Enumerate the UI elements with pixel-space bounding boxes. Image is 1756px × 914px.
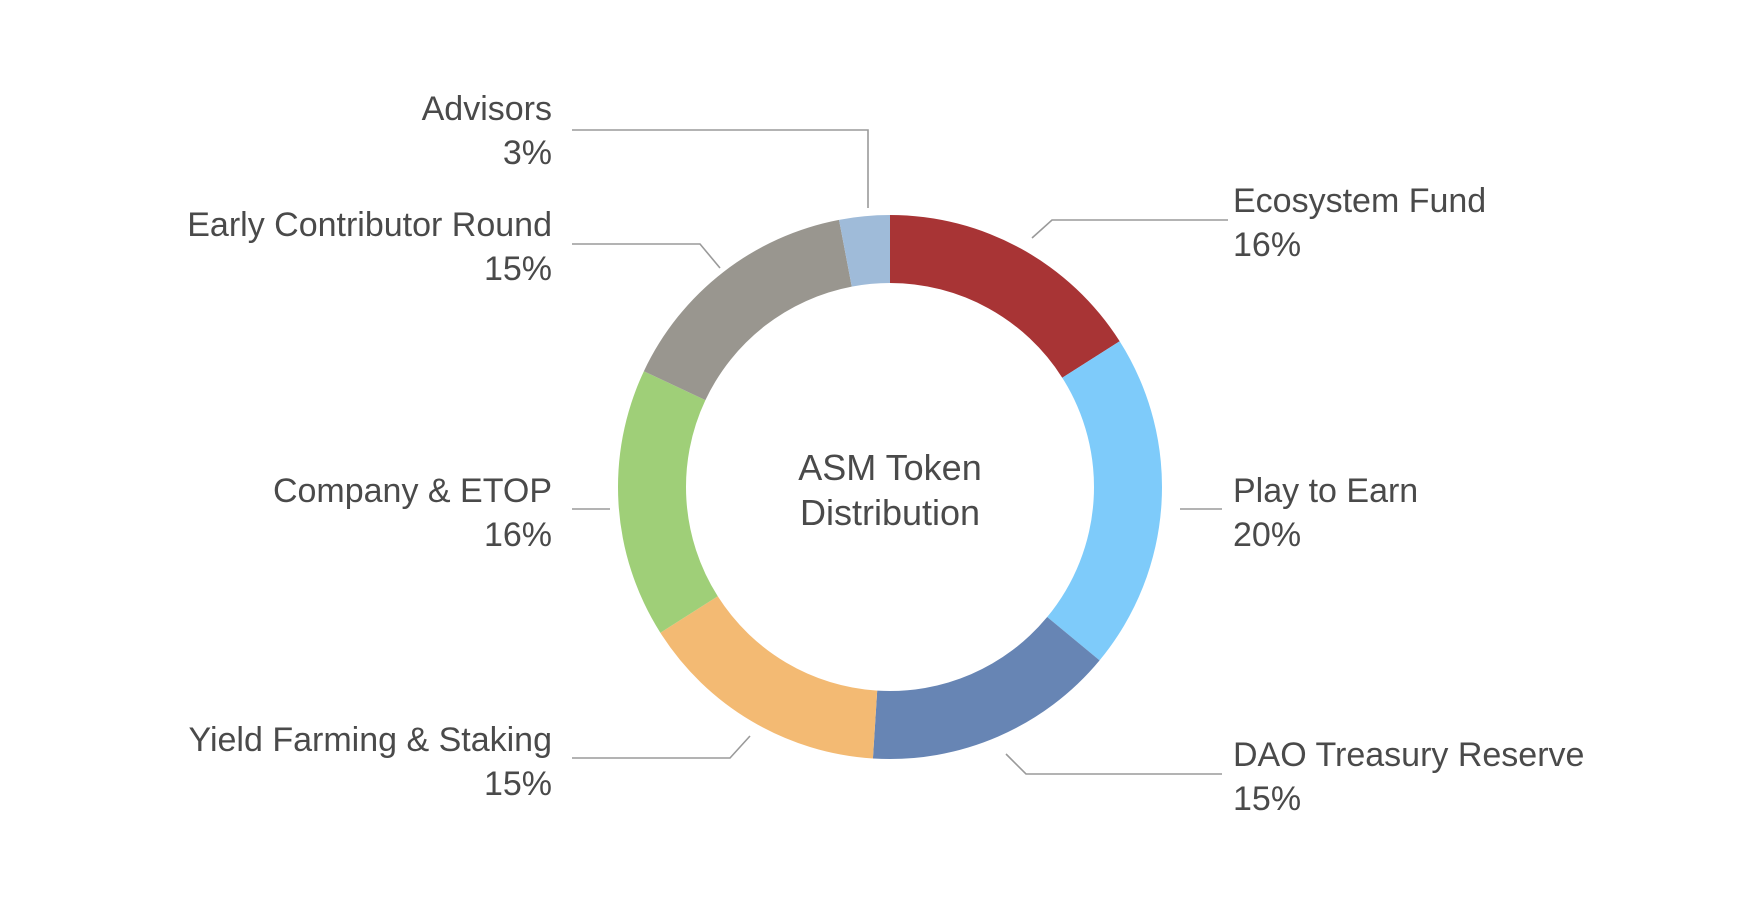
slice-early-contributor-round — [643, 219, 852, 401]
slice-value-company-etop: 16% — [484, 516, 552, 554]
center-title: ASM Token Distribution — [798, 447, 981, 533]
slice-label-advisors: Advisors — [422, 90, 552, 128]
slice-dao-treasury-reserve — [872, 617, 1100, 759]
slice-label-company-etop: Company & ETOP — [273, 472, 552, 510]
slice-company-etop — [618, 371, 718, 633]
leader-lines — [572, 129, 1228, 775]
slice-value-ecosystem-fund: 16% — [1233, 226, 1301, 264]
leader-line-advisors — [572, 129, 869, 208]
slice-yield-farming-staking — [660, 596, 878, 759]
donut-slices — [618, 215, 1162, 759]
slice-value-advisors: 3% — [503, 134, 552, 172]
leader-line-ecosystem-fund — [1031, 219, 1228, 239]
slice-value-yield-farming-staking: 15% — [484, 765, 552, 803]
slice-label-early-contributor-round: Early Contributor Round — [187, 206, 552, 244]
slice-label-ecosystem-fund: Ecosystem Fund — [1233, 182, 1486, 220]
slice-label-dao-treasury-reserve: DAO Treasury Reserve — [1233, 736, 1584, 774]
leader-line-dao-treasury-reserve — [1005, 753, 1222, 775]
center-title-line-1: ASM Token — [798, 447, 981, 488]
slice-value-early-contributor-round: 15% — [484, 250, 552, 288]
slice-advisors — [839, 215, 890, 287]
slice-label-play-to-earn: Play to Earn — [1233, 472, 1418, 510]
slice-value-play-to-earn: 20% — [1233, 516, 1301, 554]
leader-line-yield-farming-staking — [572, 735, 751, 759]
leader-line-early-contributor-round — [572, 243, 721, 269]
slice-ecosystem-fund — [890, 215, 1120, 378]
slice-play-to-earn — [1047, 341, 1162, 661]
slice-labels: Ecosystem Fund 16% Play to Earn 20% DAO Trea… — [187, 90, 1584, 818]
slice-label-yield-farming-staking: Yield Farming & Staking — [189, 721, 552, 759]
slice-value-dao-treasury-reserve: 15% — [1233, 780, 1301, 818]
center-title-line-2: Distribution — [800, 492, 980, 533]
